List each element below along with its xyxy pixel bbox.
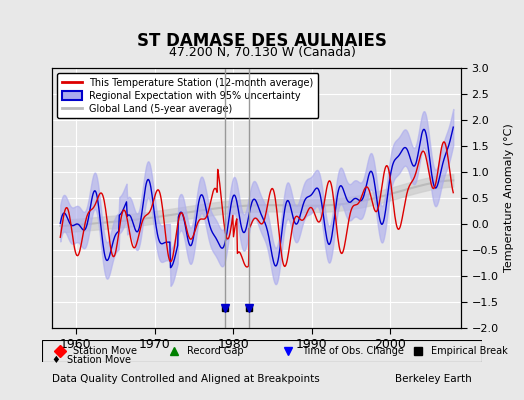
Text: Berkeley Earth: Berkeley Earth — [395, 374, 472, 384]
Text: Station Move: Station Move — [73, 346, 137, 356]
Text: Data Quality Controlled and Aligned at Breakpoints: Data Quality Controlled and Aligned at B… — [52, 374, 320, 384]
Text: Time of Obs. Change: Time of Obs. Change — [302, 346, 403, 356]
Text: ST DAMASE DES AULNAIES: ST DAMASE DES AULNAIES — [137, 32, 387, 50]
Legend: This Temperature Station (12-month average), Regional Expectation with 95% uncer: This Temperature Station (12-month avera… — [57, 73, 319, 118]
Text: Empirical Break: Empirical Break — [431, 346, 508, 356]
Text: 47.200 N, 70.130 W (Canada): 47.200 N, 70.130 W (Canada) — [169, 46, 355, 59]
Text: ♦  Station Move: ♦ Station Move — [52, 355, 132, 365]
Y-axis label: Temperature Anomaly (°C): Temperature Anomaly (°C) — [504, 124, 514, 272]
Text: Record Gap: Record Gap — [187, 346, 244, 356]
